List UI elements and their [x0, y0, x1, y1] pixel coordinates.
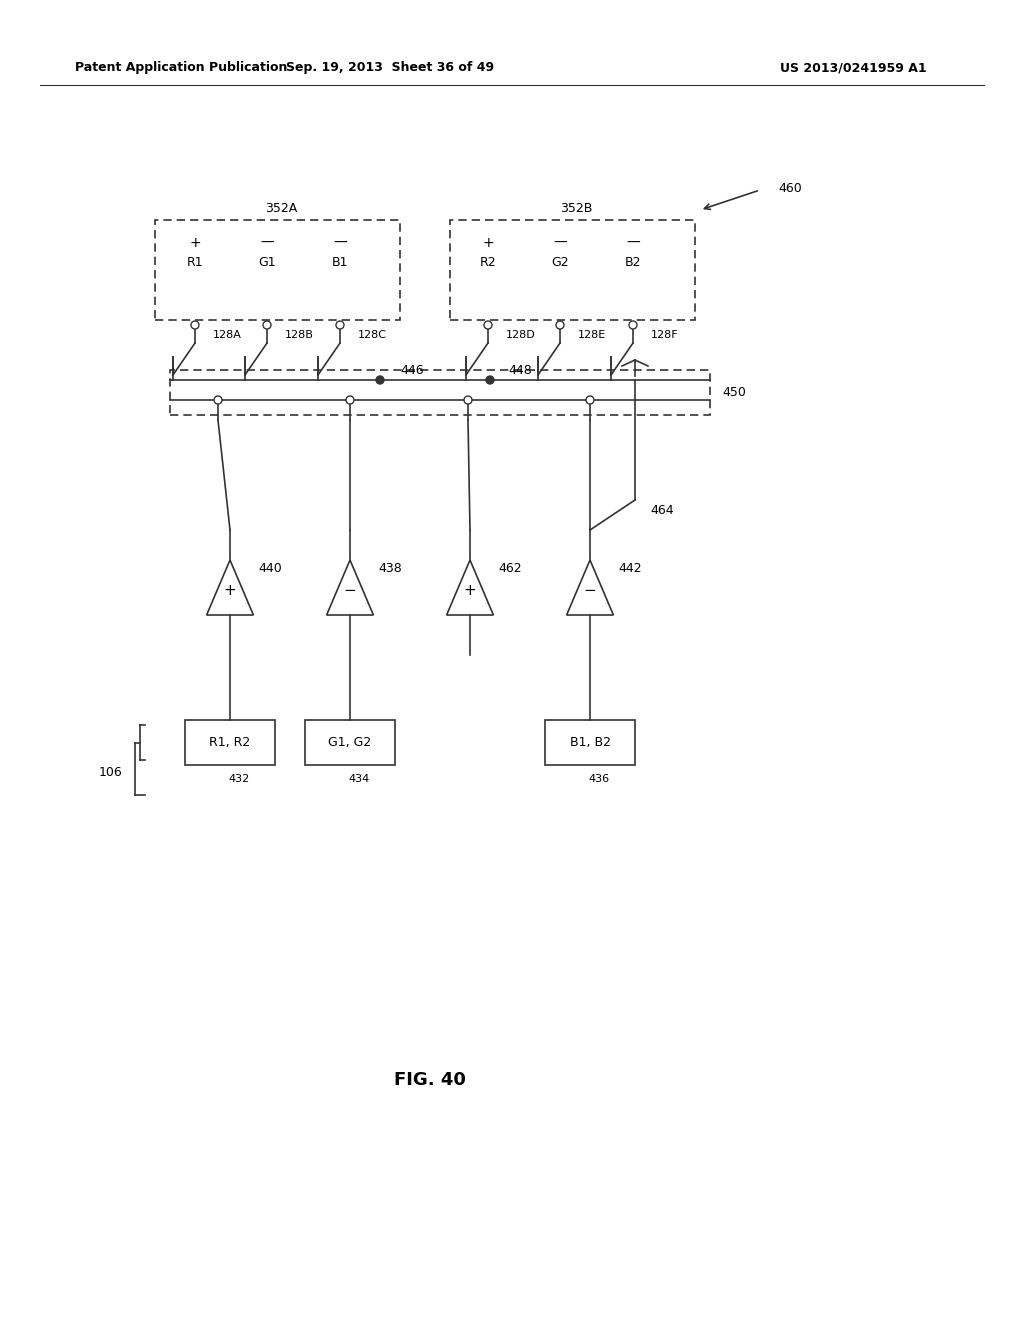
Text: 446: 446	[400, 363, 424, 376]
Text: 436: 436	[588, 774, 609, 784]
Circle shape	[586, 396, 594, 404]
Text: 464: 464	[650, 503, 674, 516]
Text: G1: G1	[258, 256, 275, 268]
Circle shape	[486, 376, 494, 384]
Text: −: −	[584, 582, 596, 598]
Text: 128E: 128E	[578, 330, 606, 341]
Text: −: −	[344, 582, 356, 598]
Bar	[155, 220, 400, 319]
Text: 450: 450	[722, 385, 745, 399]
Text: B2: B2	[625, 256, 641, 268]
Text: B1: B1	[332, 256, 348, 268]
Circle shape	[191, 321, 199, 329]
Text: 434: 434	[348, 774, 370, 784]
Circle shape	[214, 396, 222, 404]
Text: 106: 106	[98, 767, 122, 780]
Text: G2: G2	[551, 256, 568, 268]
Text: 438: 438	[379, 561, 402, 574]
Text: R1, R2: R1, R2	[209, 737, 251, 748]
Text: R1: R1	[186, 256, 204, 268]
Text: —: —	[333, 236, 347, 249]
Circle shape	[376, 376, 384, 384]
Circle shape	[556, 321, 564, 329]
Text: US 2013/0241959 A1: US 2013/0241959 A1	[780, 62, 927, 74]
Text: —: —	[553, 236, 567, 249]
Text: 128A: 128A	[213, 330, 242, 341]
Text: 460: 460	[778, 181, 802, 194]
Text: 462: 462	[499, 561, 522, 574]
Text: 448: 448	[508, 363, 531, 376]
Text: +: +	[482, 236, 494, 249]
Text: R2: R2	[479, 256, 497, 268]
Text: 128C: 128C	[358, 330, 387, 341]
Circle shape	[464, 396, 472, 404]
Text: 432: 432	[228, 774, 249, 784]
Text: +: +	[223, 582, 237, 598]
Bar	[305, 719, 395, 766]
Text: —: —	[626, 236, 640, 249]
Text: +: +	[464, 582, 476, 598]
Circle shape	[336, 321, 344, 329]
Text: 352B: 352B	[560, 202, 593, 214]
Text: G1, G2: G1, G2	[329, 737, 372, 748]
Text: 352A: 352A	[265, 202, 298, 214]
Text: Sep. 19, 2013  Sheet 36 of 49: Sep. 19, 2013 Sheet 36 of 49	[286, 62, 494, 74]
Circle shape	[629, 321, 637, 329]
Text: 440: 440	[258, 561, 283, 574]
Text: Patent Application Publication: Patent Application Publication	[75, 62, 288, 74]
Text: 128D: 128D	[506, 330, 536, 341]
Bar	[170, 370, 710, 414]
Bar	[545, 719, 635, 766]
Text: +: +	[189, 236, 201, 249]
Text: 128F: 128F	[651, 330, 679, 341]
Circle shape	[263, 321, 271, 329]
Text: —: —	[260, 236, 273, 249]
Text: 128B: 128B	[285, 330, 314, 341]
Text: 442: 442	[618, 561, 642, 574]
Text: B1, B2: B1, B2	[569, 737, 610, 748]
Text: FIG. 40: FIG. 40	[394, 1071, 466, 1089]
Circle shape	[346, 396, 354, 404]
Circle shape	[484, 321, 492, 329]
Bar	[185, 719, 275, 766]
Bar	[450, 220, 695, 319]
